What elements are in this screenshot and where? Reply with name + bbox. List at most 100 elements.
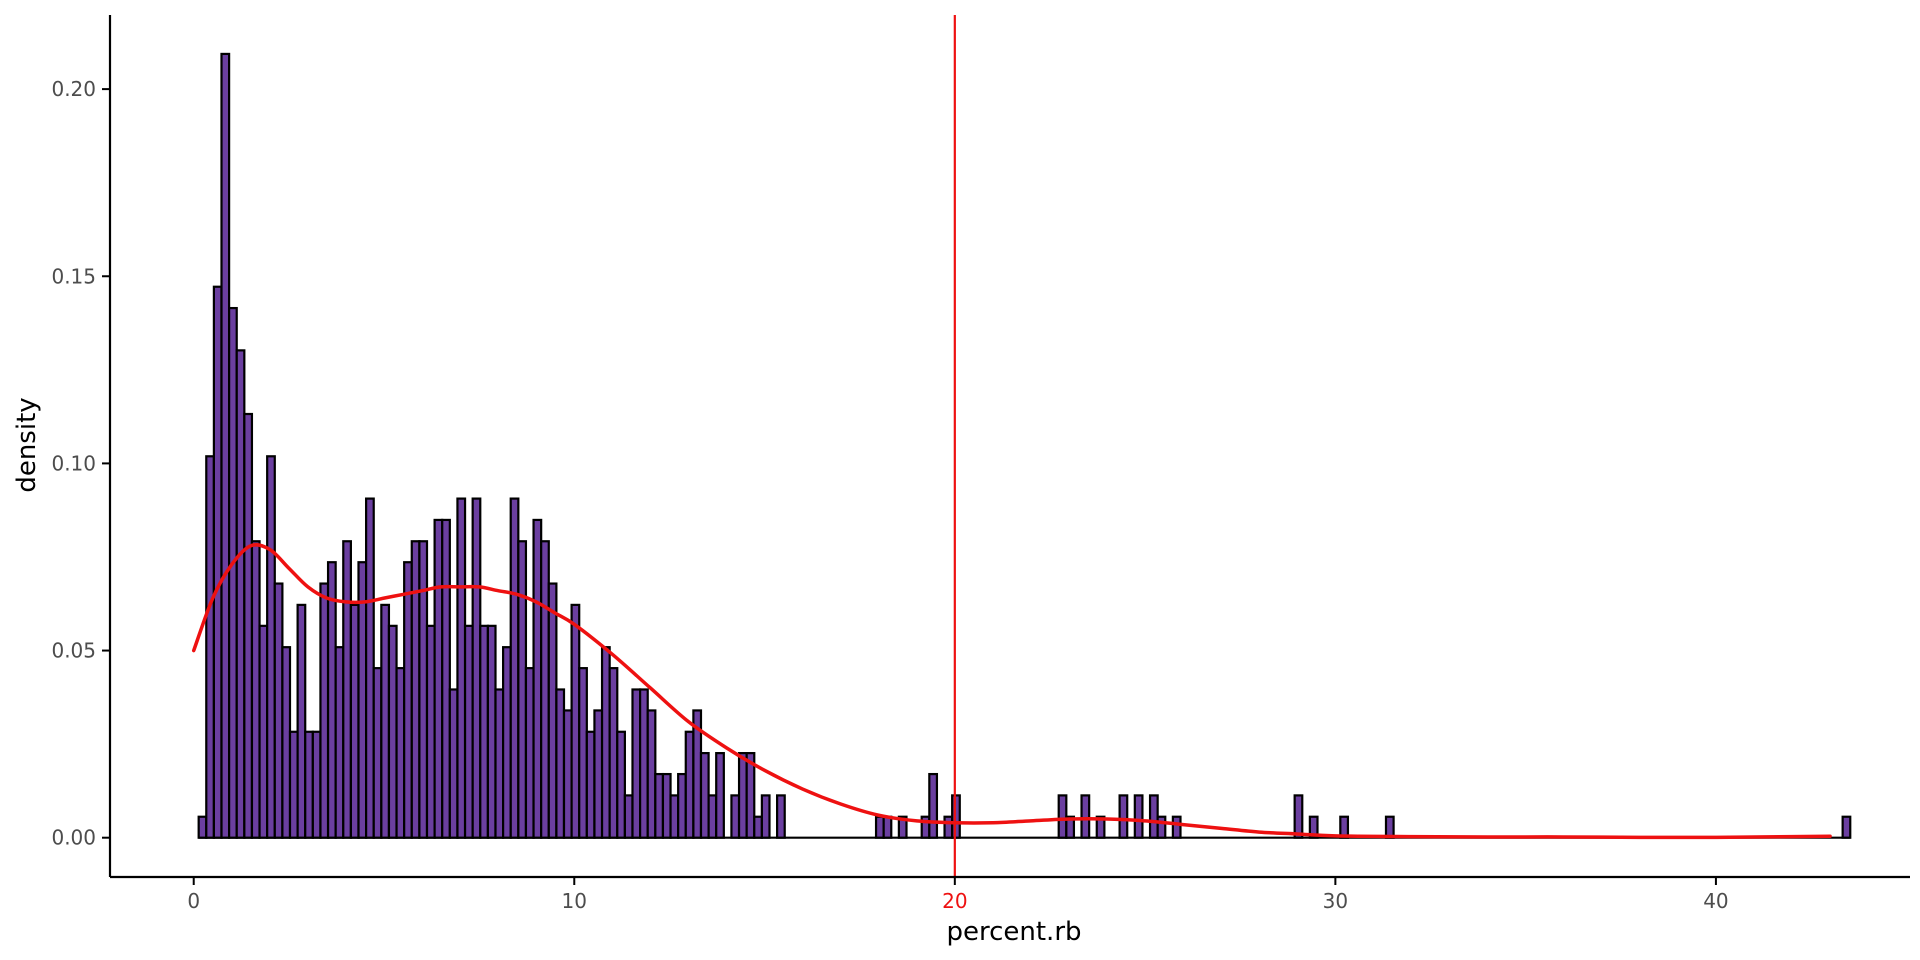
histogram-bar [1841, 815, 1852, 839]
histogram-bar [1293, 794, 1304, 839]
histogram-bar [517, 540, 528, 839]
histogram-bar [288, 730, 299, 839]
histogram-bar [730, 794, 741, 839]
histogram-bar [661, 772, 672, 839]
histogram-bar [1095, 815, 1106, 839]
histogram-bar [1171, 815, 1182, 839]
y-tick-label: 0.20 [51, 77, 96, 101]
histogram-bar [623, 794, 634, 839]
histogram-bar [220, 52, 231, 839]
histogram-bar [273, 582, 284, 839]
x-tick-label: 30 [1323, 889, 1348, 913]
histogram-bar [228, 306, 238, 839]
x-tick-label: 10 [562, 889, 587, 913]
histogram-bar [448, 688, 459, 839]
histogram-bar [380, 603, 391, 839]
histogram-bar [502, 646, 512, 839]
histogram-bar [593, 709, 604, 839]
histogram-bar [387, 624, 398, 839]
histogram-bar [205, 455, 215, 839]
histogram-bar [243, 412, 254, 839]
histogram-bars [197, 52, 1852, 839]
histogram-bar [646, 709, 657, 839]
histogram-bar [471, 497, 482, 839]
histogram-bar [897, 815, 908, 839]
histogram-bar [928, 772, 939, 839]
histogram-bar [753, 815, 763, 839]
x-axis-title: percent.rb [946, 917, 1081, 947]
histogram-bar [669, 794, 680, 839]
histogram-bar [281, 646, 292, 839]
histogram-bar [486, 624, 497, 839]
histogram-bar [570, 603, 581, 839]
histogram-bar [418, 540, 429, 839]
histogram-bar [258, 624, 269, 839]
histogram-bar [319, 582, 330, 839]
histogram-bar [1156, 815, 1167, 839]
y-tick-label: 0.05 [51, 639, 96, 663]
histogram-bar [874, 815, 885, 839]
density-curve-layer [191, 543, 1832, 840]
y-tick-label: 0.15 [51, 264, 96, 288]
histogram-bar [395, 667, 406, 839]
histogram-bar [463, 624, 474, 839]
density-curve [191, 543, 1832, 840]
histogram-bar [410, 540, 421, 839]
histogram-bar [951, 794, 961, 839]
y-tick-label: 0.10 [51, 451, 96, 475]
histogram-bar [349, 603, 360, 839]
histogram-bar [425, 624, 436, 839]
histogram-bar [524, 667, 535, 839]
histogram-bar [585, 730, 596, 839]
histogram-bar [1148, 794, 1159, 839]
histogram-bar [707, 794, 718, 839]
histogram-bar [776, 794, 786, 839]
histogram-bar [699, 752, 710, 839]
histogram-bar [1057, 794, 1068, 839]
y-axis-title: density [12, 397, 42, 492]
histogram-bar [456, 497, 467, 839]
histogram-bar [250, 540, 261, 839]
histogram-bar [1308, 815, 1319, 839]
histogram-bar [715, 752, 725, 839]
histogram-bar [616, 730, 626, 839]
histogram-bar [1384, 815, 1395, 839]
histogram-bar [403, 561, 413, 839]
histogram-bar [600, 646, 611, 839]
histogram-bar [608, 667, 619, 839]
histogram-bar [433, 518, 444, 839]
histogram-bar [479, 624, 489, 839]
histogram-bar [578, 667, 588, 839]
histogram-bar [745, 752, 756, 839]
histogram-bar [547, 582, 558, 839]
histogram-bar [1133, 794, 1144, 839]
x-tick-label: 40 [1703, 889, 1728, 913]
histogram-bar [1065, 815, 1076, 839]
histogram-bar [1118, 794, 1129, 839]
histogram-bar [342, 540, 352, 839]
histogram-bar [639, 688, 649, 839]
histogram-bar [882, 815, 893, 839]
histogram-bar [326, 561, 337, 839]
histogram-bar [943, 815, 954, 839]
x-tick-label: 0 [187, 889, 200, 913]
histogram-bar [509, 497, 520, 839]
histogram-bar [197, 815, 208, 839]
histogram-bar [266, 455, 276, 839]
histogram-bar [235, 349, 246, 839]
histogram-bar [372, 667, 383, 839]
x-tick-label: 20 [942, 889, 967, 913]
histogram-bar [296, 603, 307, 839]
histogram-bar [334, 646, 345, 839]
histogram-bar [631, 688, 642, 839]
histogram-bar [304, 730, 314, 839]
histogram-bar [677, 772, 687, 839]
y-tick-label: 0.00 [51, 826, 96, 850]
histogram-bar [562, 709, 573, 839]
histogram-bar [555, 688, 566, 839]
histogram-bar [540, 540, 550, 839]
histogram-bar [311, 730, 322, 839]
histogram-bar [212, 285, 223, 839]
